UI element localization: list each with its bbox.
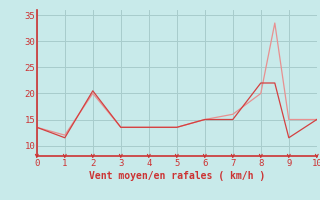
X-axis label: Vent moyen/en rafales ( km/h ): Vent moyen/en rafales ( km/h ): [89, 171, 265, 181]
